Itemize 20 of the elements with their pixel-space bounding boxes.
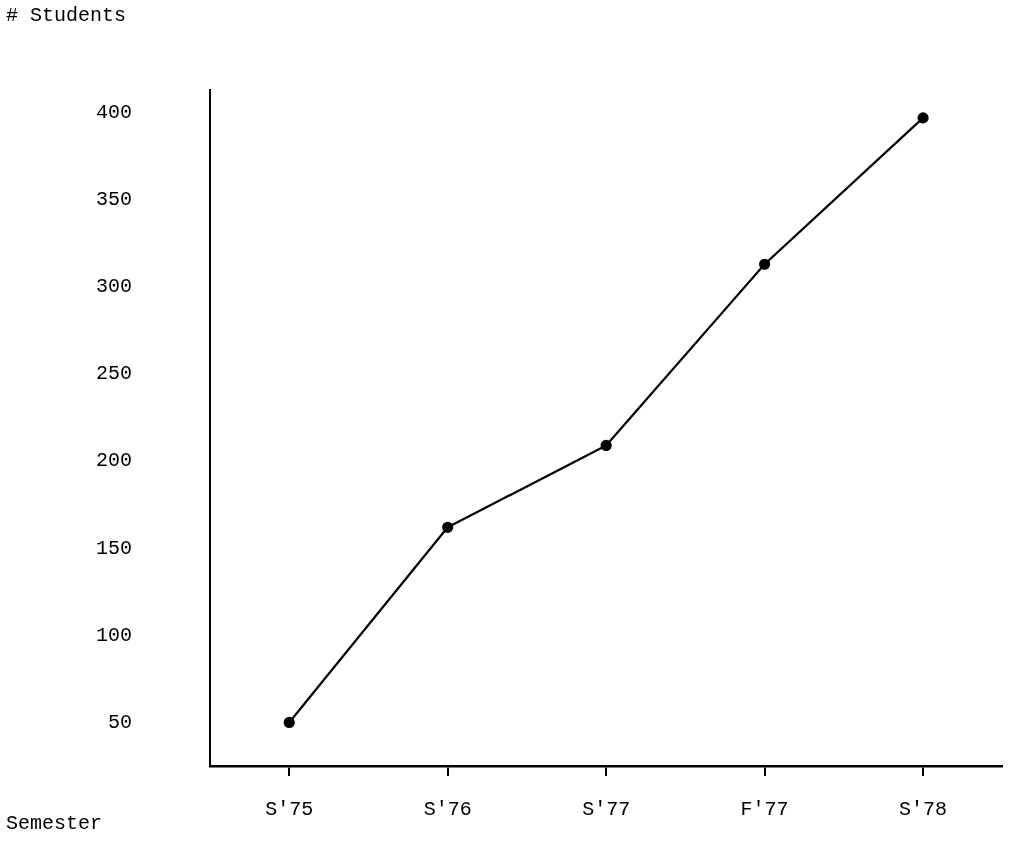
point — [283, 716, 295, 729]
point — [759, 258, 771, 270]
y-tick-label: 200 — [95, 449, 132, 473]
x-axis-title: Semester — [6, 812, 103, 835]
y-tick-label: 50 — [107, 710, 132, 734]
x-tick-label: S'75 — [265, 798, 314, 822]
x-tick-label: S'76 — [423, 798, 472, 822]
point — [917, 112, 929, 124]
y-tick-label: 100 — [95, 623, 132, 647]
y-axis-title: # Students — [6, 4, 127, 27]
x-tick-label: S'78 — [899, 798, 948, 822]
y-tick-label: 300 — [95, 275, 132, 299]
point — [442, 521, 454, 533]
y-tick-label: 150 — [95, 536, 132, 560]
point — [600, 439, 612, 452]
x-tick-label: S'77 — [582, 798, 631, 822]
y-tick-label: 400 — [95, 100, 132, 124]
y-tick-label: 250 — [95, 362, 132, 386]
x-tick-label: F'77 — [740, 798, 789, 822]
y-tick-label: 350 — [95, 188, 132, 212]
